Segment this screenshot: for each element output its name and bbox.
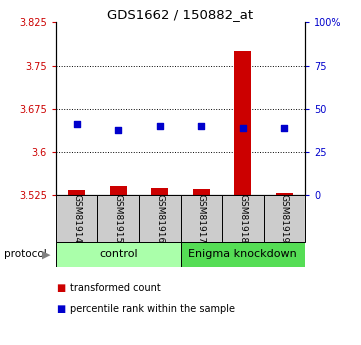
Text: GSM81919: GSM81919 [280,194,289,243]
Bar [56,241,180,267]
Text: ▶: ▶ [42,249,50,259]
Text: GSM81914: GSM81914 [72,194,81,243]
Bar [264,195,305,242]
Bar [180,241,305,267]
Text: GSM81918: GSM81918 [238,194,247,243]
Point [74,121,80,127]
Point [116,127,121,133]
Point [157,123,162,129]
Text: Enigma knockdown: Enigma knockdown [188,249,297,259]
Bar [222,195,264,242]
Bar [110,186,127,195]
Bar [69,190,85,195]
Text: percentile rank within the sample: percentile rank within the sample [70,304,235,314]
Text: ■: ■ [56,283,65,293]
Text: GSM81916: GSM81916 [155,194,164,243]
Bar [180,195,222,242]
Point [199,123,204,129]
Bar [97,195,139,242]
Bar [56,195,97,242]
Title: GDS1662 / 150882_at: GDS1662 / 150882_at [108,8,253,21]
Bar [193,189,209,195]
Bar [139,195,180,242]
Text: transformed count: transformed count [70,283,161,293]
Text: ■: ■ [56,304,65,314]
Point [240,125,245,130]
Bar [235,51,251,195]
Text: control: control [99,249,138,259]
Text: GSM81915: GSM81915 [114,194,123,243]
Text: protocol: protocol [4,249,46,259]
Point [282,125,287,130]
Text: GSM81917: GSM81917 [197,194,206,243]
Bar [276,193,293,195]
Bar [152,188,168,195]
